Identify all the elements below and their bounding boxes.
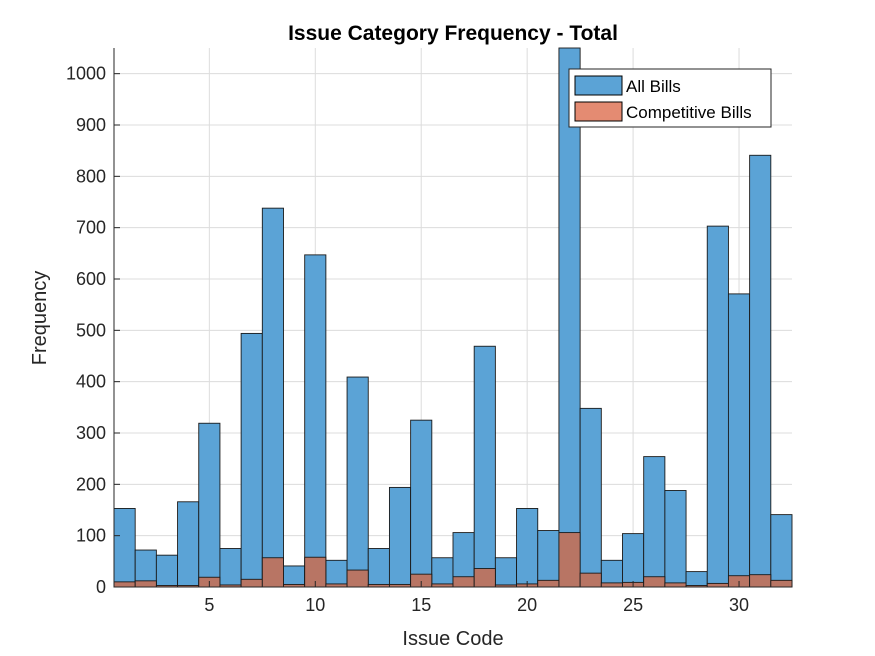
x-tick-label: 25 [623, 595, 643, 615]
bar-all-bills [494, 557, 518, 588]
bar-all-bills [622, 533, 645, 588]
bar-all-bills [346, 376, 369, 588]
y-tick-label: 700 [76, 218, 106, 238]
bar-all-bills [706, 225, 729, 588]
tick-labels: 0 100 200 300 400 500 600 700 800 900 1000 5 10 15 20 2… [66, 64, 749, 615]
bar-all-bills [473, 345, 496, 588]
bar-all-bills [113, 508, 136, 588]
bar-competitive-bills [134, 580, 157, 588]
bar-competitive-bills [706, 582, 729, 588]
chart-title: Issue Category Frequency - Total [288, 22, 618, 45]
bar-competitive-bills [558, 532, 581, 588]
bar-all-bills [283, 565, 306, 588]
bar-competitive-bills [749, 574, 772, 588]
x-tick-label: 30 [729, 595, 749, 615]
bar-competitive-bills [240, 578, 263, 588]
bar-competitive-bills [643, 576, 666, 588]
legend: All Bills Competitive Bills [568, 68, 772, 128]
bar-competitive-bills [473, 568, 496, 588]
y-tick-label: 200 [76, 474, 106, 494]
bar-all-bills [367, 548, 390, 588]
y-tick-label: 1000 [66, 64, 106, 84]
legend-swatch-all-bills [574, 75, 623, 96]
bar-all-bills [685, 571, 708, 588]
bar-all-bills [770, 514, 793, 588]
legend-swatch-competitive-bills [574, 101, 623, 122]
legend-label-competitive-bills: Competitive Bills [626, 103, 752, 122]
bar-all-bills [516, 508, 539, 588]
bar-competitive-bills [537, 579, 560, 588]
bar-all-bills [643, 456, 666, 588]
bar-all-bills [579, 407, 602, 588]
bar-all-bills [749, 154, 772, 588]
y-tick-label: 0 [96, 577, 106, 597]
axes [113, 48, 792, 588]
bar-all-bills [727, 293, 751, 588]
x-axis-label: Issue Code [402, 628, 503, 650]
y-tick-label: 600 [76, 269, 106, 289]
x-tick-label: 10 [305, 595, 325, 615]
bar-all-bills [431, 557, 454, 588]
bar-all-bills [219, 548, 242, 588]
bar-competitive-bills [664, 582, 687, 588]
y-tick-label: 400 [76, 372, 106, 392]
bar-competitive-bills [770, 579, 793, 588]
bar-competitive-bills [452, 576, 475, 588]
legend-label-all-bills: All Bills [626, 77, 681, 96]
bar-all-bills [537, 530, 560, 588]
bar-competitive-bills [579, 572, 602, 588]
x-tick-label: 20 [517, 595, 537, 615]
bar-all-bills [198, 422, 221, 588]
bar-all-bills [240, 332, 263, 588]
bar-all-bills [177, 501, 200, 588]
y-axis-label: Frequency [29, 271, 51, 366]
y-tick-label: 300 [76, 423, 106, 443]
bar-competitive-bills [346, 569, 369, 588]
x-tick-label: 15 [411, 595, 431, 615]
bar-all-bills [325, 559, 348, 588]
bar-all-bills [388, 486, 412, 588]
bar-all-bills [664, 490, 687, 588]
bar-all-bills [155, 554, 179, 588]
bar-all-bills [410, 419, 433, 588]
bar-all-bills [304, 254, 327, 588]
bar-all-bills [261, 207, 284, 588]
bar-competitive-bills [261, 557, 284, 588]
y-tick-label: 100 [76, 526, 106, 546]
y-tick-label: 800 [76, 166, 106, 186]
bar-competitive-bills [600, 582, 623, 588]
bar-competitive-bills [113, 581, 136, 588]
x-tick-label: 5 [204, 595, 214, 615]
y-tick-label: 900 [76, 115, 106, 135]
y-tick-label: 500 [76, 320, 106, 340]
series-all-bills [113, 47, 793, 588]
bar-all-bills [558, 47, 581, 588]
